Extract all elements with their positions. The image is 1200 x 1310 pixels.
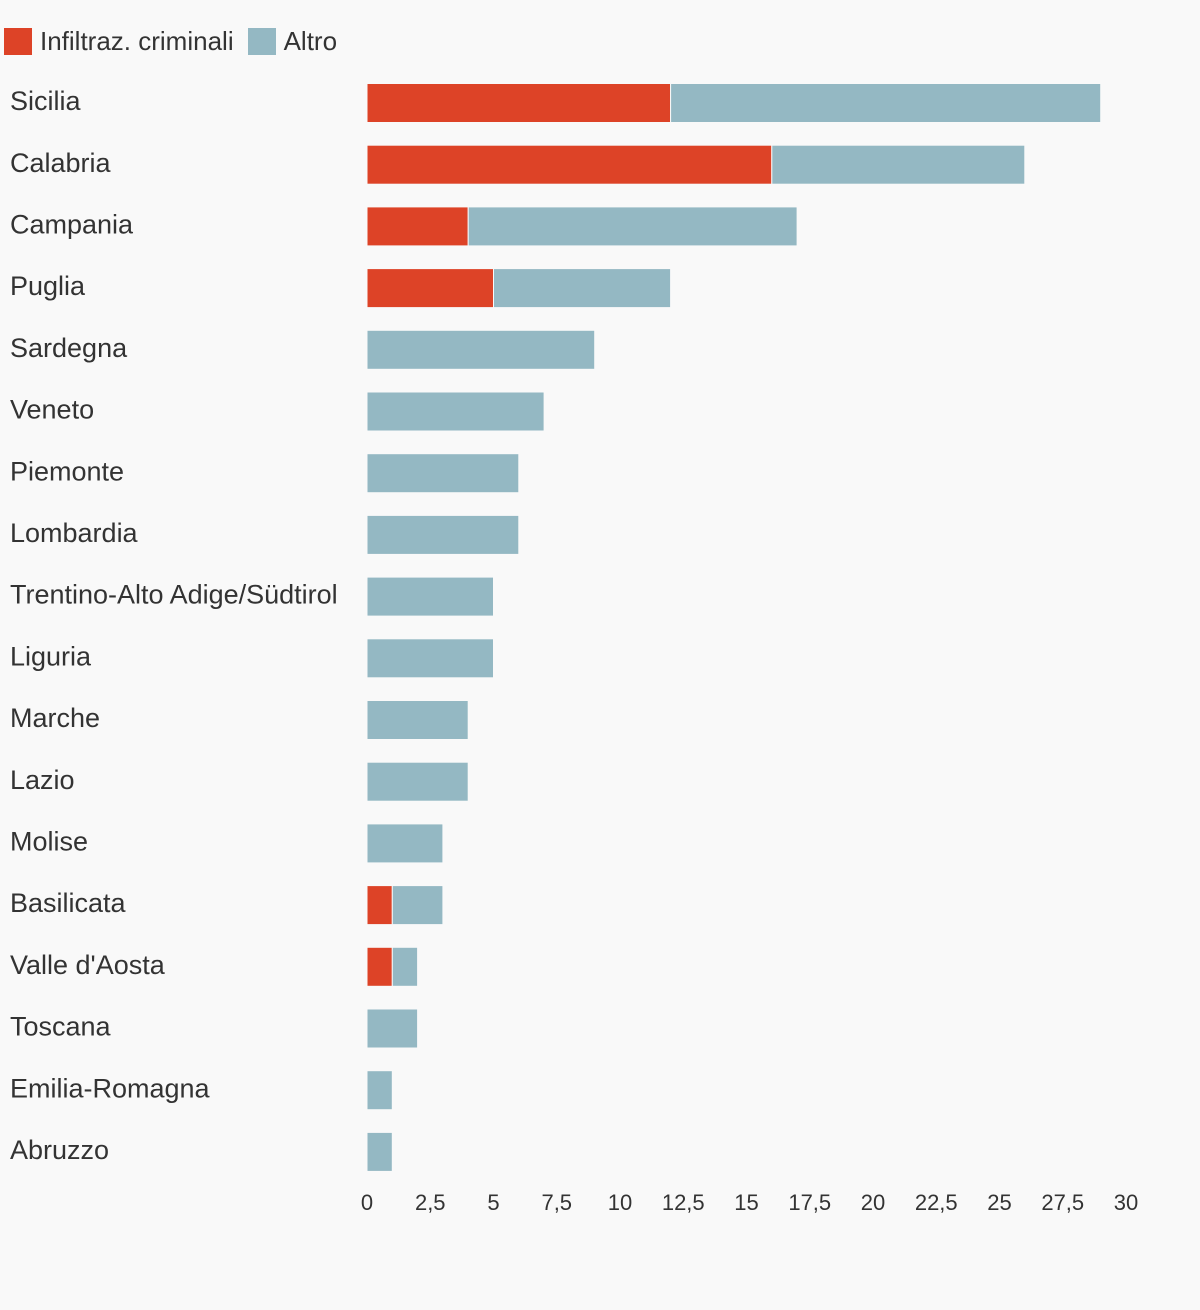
x-tick-label: 7,5	[541, 1190, 572, 1215]
bar-altro-valle-d-aosta[interactable]	[391, 946, 419, 987]
bar-altro-puglia[interactable]	[493, 268, 672, 309]
bar-altro-abruzzo[interactable]	[366, 1131, 393, 1172]
bar-altro-lombardia[interactable]	[366, 514, 520, 555]
x-tick-label: 2,5	[415, 1190, 446, 1215]
bar-altro-sicilia[interactable]	[670, 83, 1102, 123]
bar-altro-basilicata[interactable]	[391, 885, 444, 926]
category-label-sicilia: Sicilia	[10, 86, 82, 116]
bar-altro-trentino-alto-adige-sudtirol[interactable]	[366, 576, 494, 617]
category-label-molise: Molise	[10, 827, 88, 857]
bar-infiltraz-criminali-basilicata[interactable]	[366, 885, 393, 926]
category-label-emilia-romagna: Emilia-Romagna	[10, 1073, 211, 1103]
bar-altro-piemonte[interactable]	[366, 453, 520, 494]
bar-infiltraz-criminali-puglia[interactable]	[366, 268, 494, 309]
x-tick-label: 20	[861, 1190, 885, 1215]
x-tick-label: 5	[487, 1190, 499, 1215]
legend-label-altro: Altro	[283, 26, 338, 56]
x-tick-label: 30	[1114, 1190, 1138, 1215]
category-label-veneto: Veneto	[10, 395, 94, 425]
category-label-toscana: Toscana	[10, 1012, 112, 1042]
bar-altro-lazio[interactable]	[366, 761, 469, 802]
x-tick-label: 25	[987, 1190, 1011, 1215]
bar-infiltraz-criminali-valle-d-aosta[interactable]	[366, 946, 393, 987]
legend-swatch-infiltrazioni	[4, 27, 32, 55]
x-tick-label: 17,5	[788, 1190, 831, 1215]
bar-infiltraz-criminali-campania[interactable]	[366, 206, 469, 247]
category-label-campania: Campania	[10, 210, 134, 240]
category-label-abruzzo: Abruzzo	[10, 1135, 109, 1165]
bar-altro-campania[interactable]	[467, 206, 798, 247]
category-label-marche: Marche	[10, 703, 100, 733]
x-tick-label: 15	[734, 1190, 758, 1215]
x-tick-label: 0	[361, 1190, 373, 1215]
bar-altro-liguria[interactable]	[366, 638, 494, 679]
category-label-lombardia: Lombardia	[10, 518, 139, 548]
legend-swatch-altro	[247, 27, 276, 55]
category-label-calabria: Calabria	[10, 148, 112, 178]
bar-altro-emilia-romagna[interactable]	[366, 1070, 393, 1111]
category-label-basilicata: Basilicata	[10, 888, 127, 918]
x-tick-label: 10	[608, 1190, 632, 1215]
bar-infiltraz-criminali-calabria[interactable]	[366, 144, 773, 185]
x-tick-label: 27,5	[1041, 1190, 1084, 1215]
category-label-sardegna: Sardegna	[10, 333, 128, 363]
x-tick-label: 22,5	[915, 1190, 958, 1215]
x-tick-label: 12,5	[662, 1190, 705, 1215]
bar-altro-toscana[interactable]	[366, 1008, 419, 1049]
bar-altro-molise[interactable]	[366, 823, 444, 864]
legend-item-altro[interactable]: Altro	[247, 26, 338, 56]
category-label-valle-d-aosta: Valle d'Aosta	[10, 950, 166, 980]
category-label-lazio: Lazio	[10, 765, 75, 795]
chart-legend: Infiltraz. criminali Altro	[4, 24, 351, 58]
category-label-piemonte: Piemonte	[10, 456, 124, 486]
category-label-liguria: Liguria	[10, 641, 92, 671]
legend-label-infiltrazioni: Infiltraz. criminali	[40, 26, 234, 56]
bar-altro-veneto[interactable]	[366, 391, 545, 432]
bar-infiltraz-criminali-sicilia[interactable]	[366, 83, 672, 123]
category-label-puglia: Puglia	[10, 271, 86, 301]
bar-altro-marche[interactable]	[366, 700, 469, 740]
bar-altro-sardegna[interactable]	[366, 329, 596, 370]
category-label-trentino-alto-adige-sudtirol: Trentino-Alto Adige/Südtirol	[10, 580, 338, 610]
bar-altro-calabria[interactable]	[771, 144, 1026, 185]
legend-item-infiltrazioni[interactable]: Infiltraz. criminali	[4, 26, 234, 56]
